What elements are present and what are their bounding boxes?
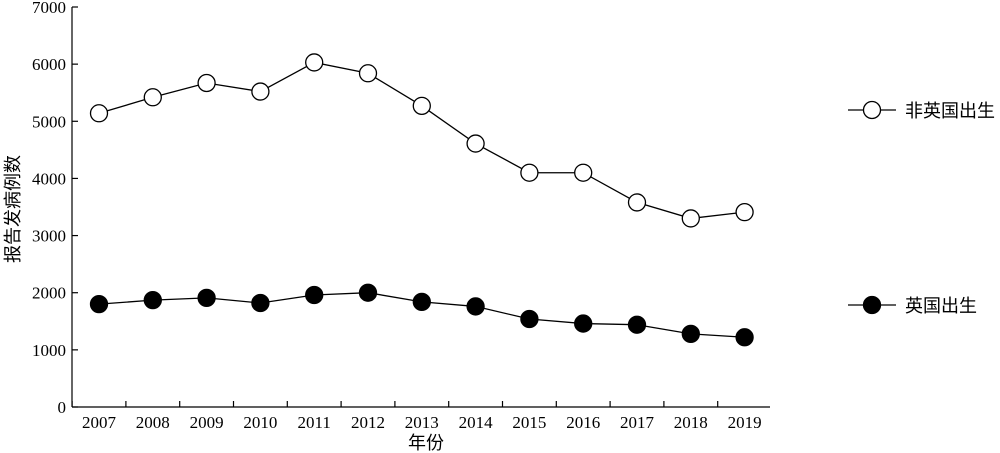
data-point	[681, 324, 700, 344]
x-tick-label: 2007	[82, 413, 117, 432]
x-tick-label: 2013	[405, 413, 439, 432]
data-point	[197, 288, 216, 308]
y-axis-title: 报告发病例数	[3, 155, 24, 263]
y-tick-label: 2000	[32, 284, 66, 303]
data-point	[251, 82, 270, 101]
data-point	[143, 290, 162, 310]
y-tick-label: 3000	[32, 227, 66, 246]
data-point	[305, 53, 324, 72]
data-point	[627, 315, 647, 334]
x-tick-label: 2012	[351, 413, 385, 432]
x-tick-label: 2009	[190, 413, 224, 432]
data-point	[305, 285, 324, 305]
x-axis-title: 年份	[408, 433, 444, 453]
legend-label: 非英国出生	[905, 101, 995, 122]
data-point	[627, 193, 647, 212]
x-tick-label: 2016	[566, 413, 600, 432]
legend-marker	[862, 295, 882, 315]
data-point	[520, 309, 539, 329]
series-line	[98, 61, 745, 220]
x-tick-label: 2017	[620, 413, 655, 432]
y-ticks: 0 1000 2000 3000 4000 5000 6000 7000	[32, 0, 78, 417]
data-point	[520, 163, 539, 182]
legend-marker	[862, 100, 882, 120]
y-tick-label: 0	[58, 398, 67, 417]
x-ticks: 2007 2008 2009 2010 2011 2012 2013 2014 2015 2016…	[71, 401, 762, 432]
data-point	[412, 96, 431, 116]
y-tick-label: 5000	[32, 112, 66, 131]
data-point	[358, 283, 378, 302]
data-point	[412, 292, 431, 312]
x-tick-label: 2014	[459, 413, 494, 432]
series-1	[89, 53, 754, 228]
x-tick-label: 2011	[298, 413, 331, 432]
data-point	[574, 163, 593, 182]
y-tick-label: 1000	[32, 341, 66, 360]
x-tick-label: 2019	[728, 413, 762, 432]
data-point	[466, 134, 485, 153]
x-tick-label: 2008	[136, 413, 170, 432]
legend-label: 英国出生	[905, 296, 977, 317]
series-group	[89, 53, 754, 347]
data-point	[466, 297, 485, 316]
data-point	[143, 88, 162, 107]
data-point	[358, 64, 378, 83]
axes	[71, 7, 770, 408]
data-point	[735, 328, 754, 347]
legend-entry: 非英国出生	[848, 100, 995, 122]
x-tick-label: 2018	[674, 413, 708, 432]
data-point	[251, 293, 270, 313]
data-point	[574, 314, 593, 333]
data-point	[89, 104, 109, 123]
x-tick-label: 2015	[512, 413, 546, 432]
data-point	[681, 209, 700, 228]
y-tick-label: 7000	[32, 0, 66, 17]
x-tick-label: 2010	[243, 413, 277, 432]
y-tick-label: 4000	[32, 169, 66, 188]
series-2	[89, 283, 754, 347]
data-point	[735, 202, 754, 222]
data-point	[89, 294, 109, 314]
y-tick-label: 6000	[32, 55, 66, 74]
data-point	[197, 73, 216, 93]
legend-entry: 英国出生	[848, 295, 977, 317]
